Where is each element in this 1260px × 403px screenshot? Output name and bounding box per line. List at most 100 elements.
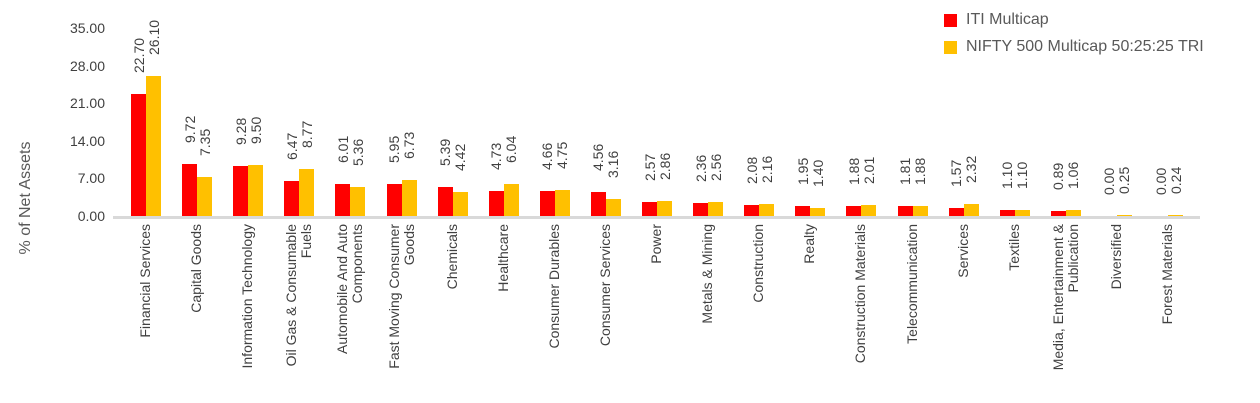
bar-value-label: 5.39	[437, 138, 454, 166]
bar-iti-multicap	[233, 166, 249, 216]
bar-nifty-benchmark	[810, 208, 826, 216]
bar-iti-multicap	[590, 192, 606, 216]
bar-value-label: 0.00	[1101, 167, 1118, 195]
x-category-label: Capital Goods	[188, 224, 205, 313]
x-category-label: Healthcare	[494, 224, 511, 292]
bar-nifty-benchmark	[503, 184, 519, 216]
legend-label: ITI Multicap	[966, 11, 1049, 28]
x-category-label: Realty	[801, 224, 818, 264]
bar-value-label: 6.73	[401, 131, 417, 159]
bar-value-label: 6.47	[283, 132, 300, 160]
x-category-label: Automobile And Auto Components	[333, 224, 366, 354]
legend-swatch-icon	[944, 13, 957, 27]
bar-value-label: 5.36	[349, 138, 366, 166]
bar-nifty-benchmark	[1065, 210, 1081, 216]
bar-iti-multicap	[182, 164, 198, 216]
bar-value-label: 2.08	[743, 156, 760, 184]
bar-value-label: 4.56	[590, 143, 607, 171]
x-category-label: Textiles	[1005, 224, 1022, 271]
legend-swatch-icon	[944, 40, 957, 54]
bar-value-label: 0.00	[1152, 167, 1169, 195]
x-category-label: Consumer Durables	[546, 224, 563, 349]
bar-nifty-benchmark	[452, 192, 468, 216]
bar-nifty-benchmark	[146, 76, 161, 216]
bar-value-label: 4.42	[452, 143, 469, 171]
x-category-label: Information Technology	[239, 224, 256, 369]
bar-iti-multicap	[131, 94, 146, 216]
chart-legend: ITI Multicap NIFTY 500 Multicap 50:25:25 …	[944, 10, 1204, 57]
bar-iti-multicap	[488, 191, 504, 216]
bar-iti-multicap	[284, 181, 300, 216]
bar-value-label: 9.50	[247, 116, 264, 144]
bar-iti-multicap	[846, 206, 862, 216]
bar-iti-multicap	[539, 191, 555, 216]
bar-value-label: 22.70	[130, 37, 147, 73]
bar-value-label: 9.28	[232, 117, 249, 145]
bar-iti-multicap	[693, 203, 709, 216]
bar-nifty-benchmark	[299, 169, 315, 216]
bar-nifty-benchmark	[248, 165, 264, 216]
bar-iti-multicap	[386, 184, 402, 216]
bar-value-label: 26.10	[145, 19, 162, 55]
bar-value-label: 1.95	[794, 157, 811, 185]
x-axis-line	[113, 216, 1200, 219]
bar-value-label: 2.01	[860, 156, 877, 184]
bar-value-label: 6.04	[503, 135, 520, 163]
bar-value-label: 6.01	[334, 135, 351, 163]
bar-nifty-benchmark	[861, 205, 877, 216]
bar-value-label: 4.66	[539, 142, 556, 170]
bar-value-label: 1.88	[912, 157, 928, 185]
bar-nifty-benchmark	[605, 199, 621, 216]
y-tick-label: 0.00	[77, 208, 105, 224]
bar-value-label: 1.06	[1065, 161, 1082, 189]
y-axis-title: % of Net Assets	[17, 141, 34, 255]
bar-nifty-benchmark	[401, 180, 417, 216]
bar-value-label: 0.89	[1050, 162, 1067, 190]
x-category-label: Telecommunication	[903, 224, 920, 344]
bar-value-label: 4.73	[488, 142, 505, 170]
bar-nifty-benchmark	[708, 202, 724, 216]
x-category-label: Media, Entertainment & Publication	[1049, 224, 1081, 371]
bar-nifty-benchmark	[912, 206, 928, 216]
bar-iti-multicap	[795, 206, 811, 216]
x-category-label: Metals & Mining	[699, 224, 716, 324]
legend-label: NIFTY 500 Multicap 50:25:25 TRI	[966, 38, 1204, 55]
bar-nifty-benchmark	[657, 201, 672, 216]
bar-value-label: 1.10	[999, 161, 1016, 189]
bar-nifty-benchmark	[1014, 210, 1030, 216]
bar-value-label: 1.81	[897, 157, 913, 185]
bar-iti-multicap	[897, 206, 913, 216]
x-category-label: Oil Gas & Consumable Fuels	[282, 224, 315, 367]
bar-nifty-benchmark	[1168, 215, 1183, 216]
bar-value-label: 0.25	[1116, 166, 1133, 194]
bar-value-label: 2.57	[641, 153, 658, 181]
x-category-label: Services	[954, 224, 971, 278]
x-category-label: Fast Moving Consumer Goods	[385, 224, 417, 369]
bar-iti-multicap	[437, 187, 453, 216]
bar-iti-multicap	[1050, 211, 1066, 216]
bar-value-label: 1.88	[845, 157, 862, 185]
x-category-label: Diversified	[1108, 224, 1125, 290]
x-category-label: Chemicals	[443, 224, 460, 290]
bar-nifty-benchmark	[197, 177, 213, 216]
bar-iti-multicap	[642, 202, 657, 216]
bar-value-label: 2.56	[707, 153, 724, 181]
bar-value-label: 7.35	[196, 128, 213, 156]
bar-value-label: 5.95	[386, 135, 402, 163]
y-tick-label: 28.00	[69, 57, 105, 74]
bar-iti-multicap	[999, 210, 1015, 216]
bar-iti-multicap	[335, 184, 351, 216]
y-tick-label: 21.00	[69, 95, 105, 112]
bar-value-label: 3.16	[605, 150, 622, 178]
bar-value-label: 0.24	[1167, 166, 1184, 194]
bar-value-label: 1.40	[809, 159, 826, 187]
legend-item: NIFTY 500 Multicap 50:25:25 TRI	[944, 37, 1204, 57]
bar-value-label: 2.36	[692, 154, 709, 182]
x-category-label: Forest Materials	[1159, 224, 1176, 325]
bar-value-label: 1.10	[1014, 161, 1031, 189]
x-category-label: Consumer Services	[597, 224, 614, 347]
bar-nifty-benchmark	[1116, 215, 1132, 216]
bar-nifty-benchmark	[554, 190, 570, 216]
y-tick-label: 14.00	[69, 132, 105, 149]
